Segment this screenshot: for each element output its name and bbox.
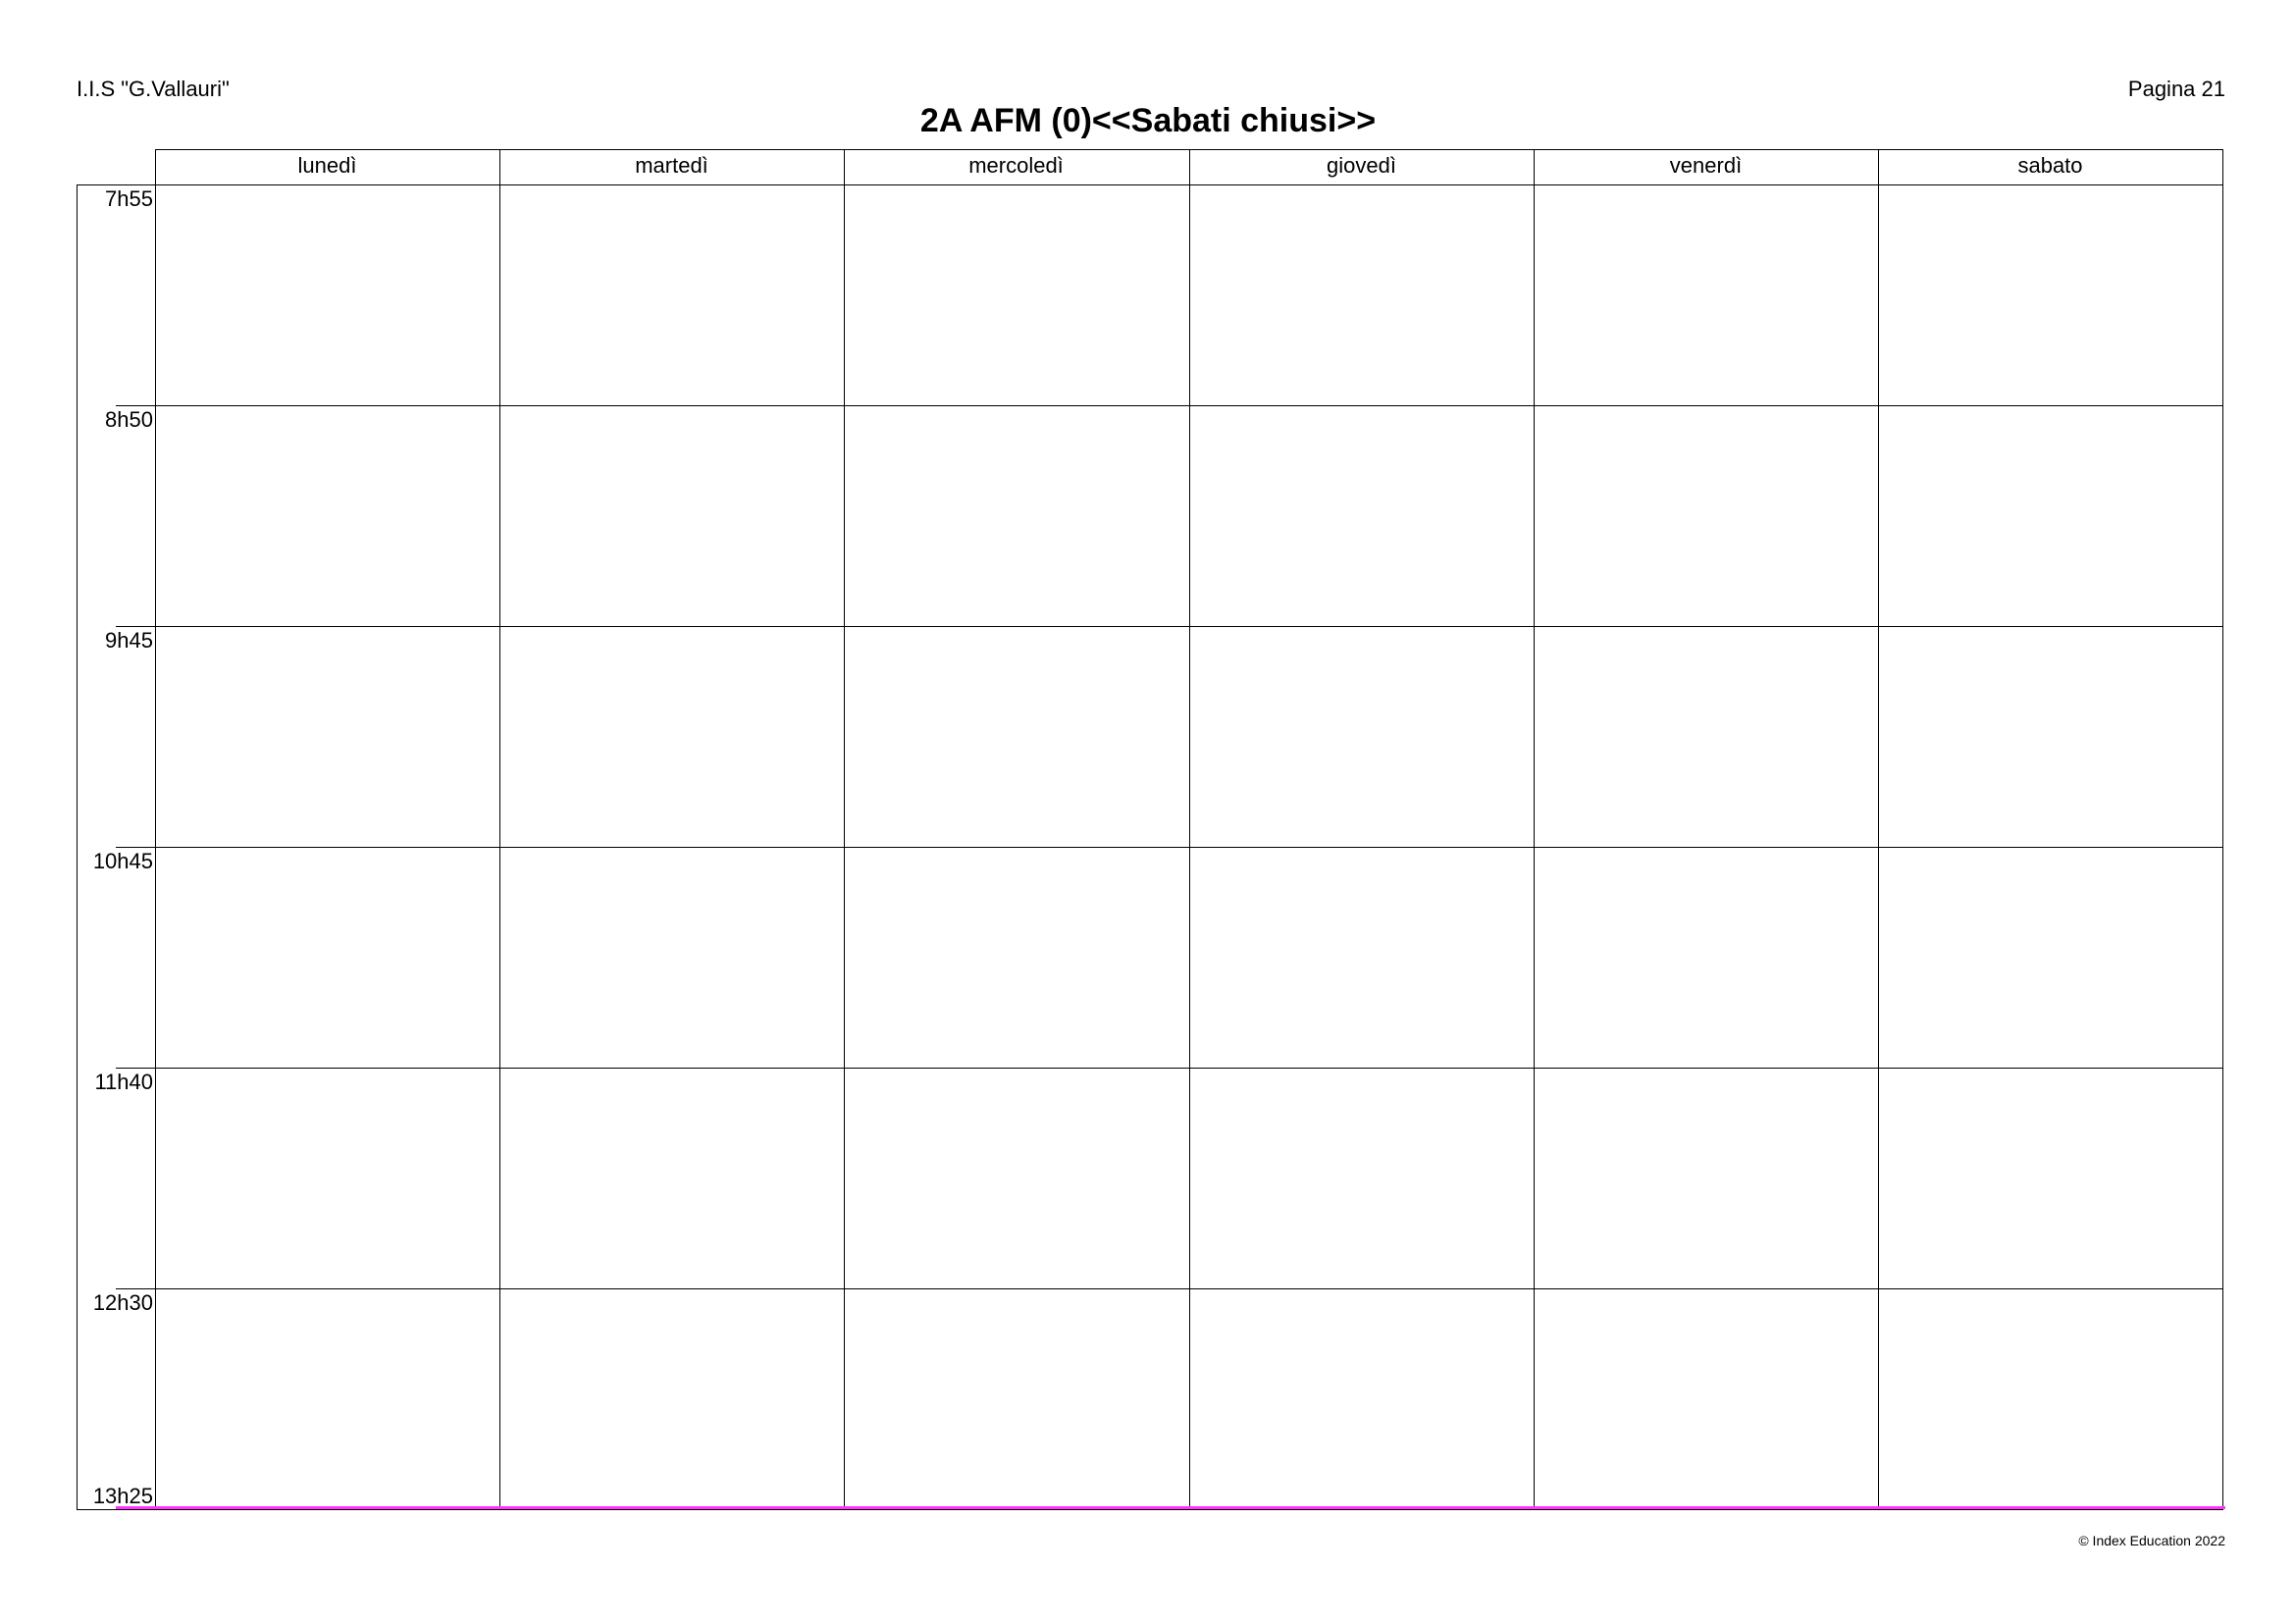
time-label: 10h45 bbox=[92, 849, 153, 873]
day-header: mercoledì bbox=[968, 153, 1064, 178]
grid-bottom-border bbox=[77, 1509, 2223, 1510]
day-header: sabato bbox=[2017, 153, 2083, 178]
column-divider bbox=[155, 149, 156, 1510]
timetable-slot bbox=[1878, 1068, 2222, 1288]
time-label: 7h55 bbox=[105, 186, 153, 211]
timetable-slot bbox=[844, 405, 1188, 626]
timetable-slot bbox=[1189, 626, 1534, 847]
timetable-slot bbox=[1189, 1068, 1534, 1288]
column-divider bbox=[844, 149, 845, 1510]
timetable-slot bbox=[844, 184, 1188, 405]
time-column-left-border bbox=[77, 184, 78, 1510]
timetable-slot bbox=[155, 405, 499, 626]
timetable-slot bbox=[844, 1068, 1188, 1288]
day-header: venerdì bbox=[1669, 153, 1743, 178]
column-divider bbox=[1534, 149, 1535, 1510]
day-header: martedì bbox=[635, 153, 708, 178]
column-divider bbox=[1189, 149, 1190, 1510]
time-label: 11h40 bbox=[94, 1070, 153, 1094]
page-number: Pagina 21 bbox=[2127, 77, 2225, 101]
row-divider bbox=[116, 847, 2223, 848]
row-divider bbox=[116, 1288, 2223, 1289]
timetable-slot bbox=[1878, 626, 2222, 847]
page-title: 2A AFM (0)<<Sabati chiusi>> bbox=[919, 102, 1377, 139]
timetable-slot bbox=[1189, 1288, 1534, 1509]
current-time-line bbox=[116, 1506, 2225, 1509]
timetable-slot bbox=[1534, 405, 1878, 626]
day-header: lunedì bbox=[297, 153, 357, 178]
timetable-slot bbox=[499, 626, 844, 847]
row-divider bbox=[116, 405, 2223, 406]
column-divider bbox=[2222, 149, 2223, 1510]
timetable-slot bbox=[1534, 626, 1878, 847]
grid-top-border bbox=[77, 184, 2223, 185]
column-divider bbox=[499, 149, 500, 1510]
timetable-slot bbox=[499, 1068, 844, 1288]
timetable-slot bbox=[155, 1068, 499, 1288]
timetable-slot bbox=[1878, 1288, 2222, 1509]
timetable-slot bbox=[844, 847, 1188, 1068]
school-name: I.I.S "G.Vallauri" bbox=[77, 77, 230, 101]
timetable-slot bbox=[1534, 184, 1878, 405]
row-divider bbox=[116, 626, 2223, 627]
timetable-slot bbox=[844, 626, 1188, 847]
timetable-slot bbox=[499, 1288, 844, 1509]
timetable-slot bbox=[1189, 847, 1534, 1068]
timetable-slot bbox=[1534, 1068, 1878, 1288]
timetable-slot bbox=[1189, 184, 1534, 405]
timetable-slot bbox=[1878, 184, 2222, 405]
timetable-slot bbox=[499, 405, 844, 626]
timetable-slot bbox=[499, 184, 844, 405]
column-divider bbox=[1878, 149, 1879, 1510]
timetable-slot bbox=[155, 626, 499, 847]
timetable-slot bbox=[844, 1288, 1188, 1509]
time-label: 9h45 bbox=[105, 628, 153, 653]
copyright-notice: © Index Education 2022 bbox=[2078, 1533, 2225, 1548]
time-label: 8h50 bbox=[105, 407, 153, 432]
timetable-slot bbox=[155, 184, 499, 405]
timetable-slot bbox=[1878, 847, 2222, 1068]
timetable-slot bbox=[155, 847, 499, 1068]
row-divider bbox=[116, 1068, 2223, 1069]
timetable-slot bbox=[1878, 405, 2222, 626]
timetable-slot bbox=[1189, 405, 1534, 626]
time-label: 12h30 bbox=[92, 1290, 153, 1315]
time-label: 13h25 bbox=[92, 1484, 153, 1508]
day-header: giovedì bbox=[1327, 153, 1396, 178]
timetable-slot bbox=[1534, 847, 1878, 1068]
timetable-slot bbox=[499, 847, 844, 1068]
timetable-slot bbox=[1534, 1288, 1878, 1509]
timetable-slot bbox=[155, 1288, 499, 1509]
